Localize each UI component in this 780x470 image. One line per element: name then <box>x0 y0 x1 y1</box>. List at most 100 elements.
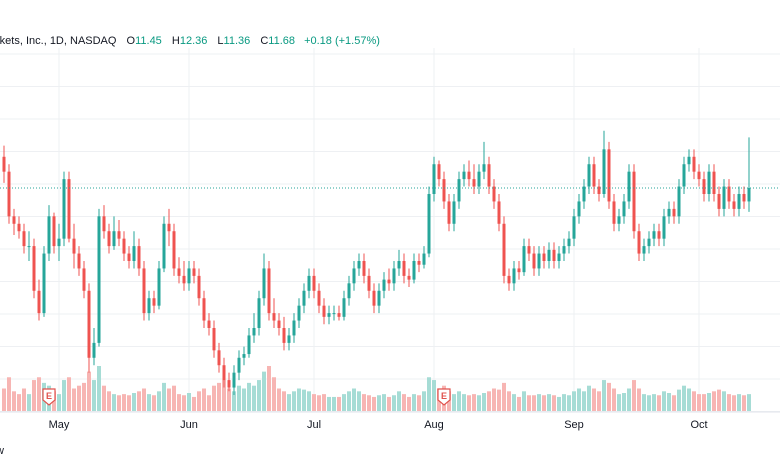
x-tick-label: Sep <box>564 419 584 431</box>
volume-bar <box>372 396 376 411</box>
candle-body <box>72 238 76 254</box>
candle-body <box>357 261 361 269</box>
candle-body <box>677 186 681 217</box>
candle-body <box>132 246 136 261</box>
candle-body <box>322 305 326 317</box>
candle-body <box>522 246 526 273</box>
volume-bar <box>492 388 496 411</box>
candle-body <box>742 194 746 202</box>
candle-body <box>102 216 106 232</box>
interval[interactable]: 1D <box>49 35 64 47</box>
candle-body <box>427 194 431 254</box>
candle-body <box>662 216 666 239</box>
candle-body <box>472 179 476 187</box>
volume-bar <box>312 394 316 411</box>
open-value: 11.45 <box>135 35 162 47</box>
volume-bar <box>232 391 236 411</box>
candle-body <box>502 223 506 276</box>
volume-bar <box>647 395 651 411</box>
volume-bar <box>532 395 536 411</box>
earnings-badge <box>42 388 56 406</box>
volume-bar <box>62 380 66 411</box>
candle-body <box>432 164 436 194</box>
candle-body <box>47 216 51 254</box>
high-value: 12.36 <box>179 35 208 47</box>
volume-bar <box>337 396 341 411</box>
volume-bar <box>12 391 16 411</box>
candle-body <box>22 231 26 247</box>
exchange: NASDAQ <box>70 35 117 47</box>
candle-body <box>397 261 401 269</box>
volume-bar <box>517 396 521 411</box>
candle-body <box>657 231 661 239</box>
volume-bar <box>367 395 371 411</box>
x-tick-label: Oct <box>690 419 707 431</box>
candle-body <box>462 171 466 180</box>
volume-bar <box>387 396 391 411</box>
volume-bar <box>392 395 396 411</box>
candle-body <box>607 149 611 202</box>
footer-text: w <box>0 445 4 457</box>
volume-bar <box>252 385 256 411</box>
candle-body <box>317 290 321 306</box>
earnings-marker: E <box>42 388 56 406</box>
volume-bar <box>322 394 326 411</box>
candle-body <box>527 246 531 254</box>
open-label: O <box>126 35 136 47</box>
candle-body <box>307 275 311 291</box>
candle-body <box>722 186 726 209</box>
volume-bar <box>127 395 131 411</box>
volume-bar <box>662 391 666 411</box>
volume-bar <box>72 388 76 411</box>
volume-bar <box>2 388 6 411</box>
volume-bar <box>522 391 526 411</box>
volume-bar <box>272 377 276 411</box>
volume-bars <box>2 366 751 411</box>
candle-body <box>147 298 151 314</box>
candle-body <box>117 231 121 239</box>
volume-bar <box>717 389 721 411</box>
volume-bar <box>112 394 116 411</box>
volume-bar <box>142 388 146 411</box>
candle-body <box>412 261 416 280</box>
candle-body <box>237 357 241 373</box>
candle-body <box>107 231 111 247</box>
candle-body <box>32 246 36 291</box>
candle-body <box>477 171 481 187</box>
candle-body <box>222 365 226 381</box>
change-value: +0.18 (+1.57%) <box>304 35 380 47</box>
volume-bar <box>742 395 746 411</box>
candle-body <box>342 298 346 317</box>
candle-body <box>622 201 626 217</box>
volume-bar <box>147 394 151 411</box>
candle-body <box>152 298 156 306</box>
volume-bar <box>737 394 741 411</box>
candle-body <box>582 186 586 202</box>
candle-body <box>647 238 651 247</box>
candle-body <box>652 231 656 239</box>
volume-bar <box>467 395 471 411</box>
candle-body <box>302 290 306 306</box>
volume-bar <box>217 382 221 411</box>
candle-body <box>17 223 21 232</box>
volume-bar <box>117 395 121 411</box>
volume-bar <box>97 366 101 411</box>
volume-bar <box>132 393 136 411</box>
symbol-name[interactable]: rkets, Inc. <box>0 35 44 47</box>
candle-body <box>42 253 46 314</box>
volume-bar <box>712 391 716 411</box>
candle-body <box>642 246 646 254</box>
volume-bar <box>537 394 541 411</box>
candle-body <box>127 253 131 261</box>
volume-bar <box>222 380 226 411</box>
volume-bar <box>692 391 696 411</box>
candle-body <box>497 201 501 224</box>
candle-body <box>292 320 296 336</box>
candle-body <box>142 268 146 314</box>
volume-bar <box>667 393 671 411</box>
candle-body <box>187 268 191 284</box>
volume-bar <box>457 391 461 411</box>
volume-bar <box>557 396 561 411</box>
